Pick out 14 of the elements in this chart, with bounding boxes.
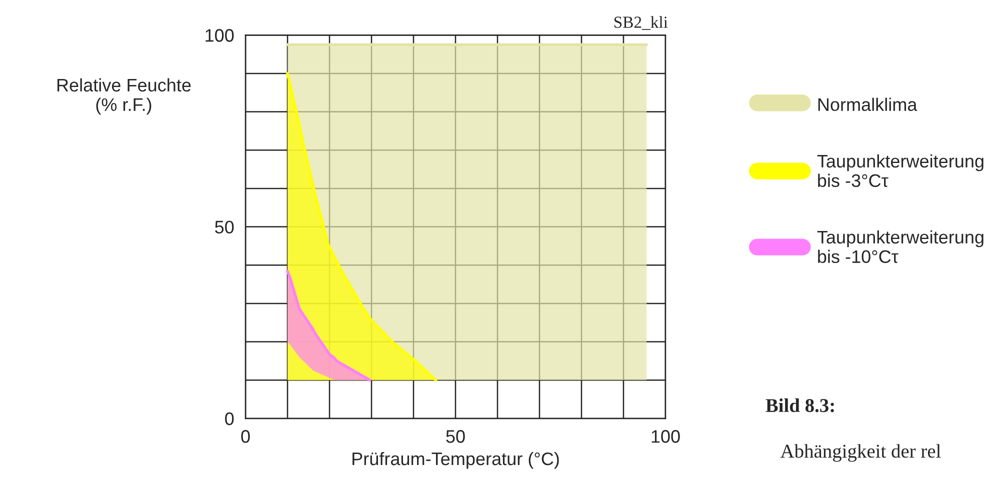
x-tick-label: 50 [446, 430, 465, 443]
y-tick-label: 0 [225, 412, 234, 426]
legend-label: Taupunkterweiterung bis -10°Cτ [817, 230, 984, 264]
x-tick-label: 0 [241, 430, 250, 443]
y-tick-label: 50 [215, 220, 234, 234]
legend-label: Taupunkterweiterung bis -3°Cτ [817, 154, 984, 188]
text: SB2_kli [614, 16, 668, 30]
x-tick-label: 100 [652, 430, 680, 443]
legend-label: Normalklima [818, 98, 918, 112]
y-axis-title: Relative Feuchte (% r.F.) [57, 78, 191, 115]
y-tick-label: 100 [206, 29, 234, 42]
text: Abhängigkeit der rel [780, 444, 941, 462]
text: Bild 8.3: [766, 398, 834, 412]
x-axis-title: Prüfraum-Temperatur (°C) [352, 452, 559, 469]
